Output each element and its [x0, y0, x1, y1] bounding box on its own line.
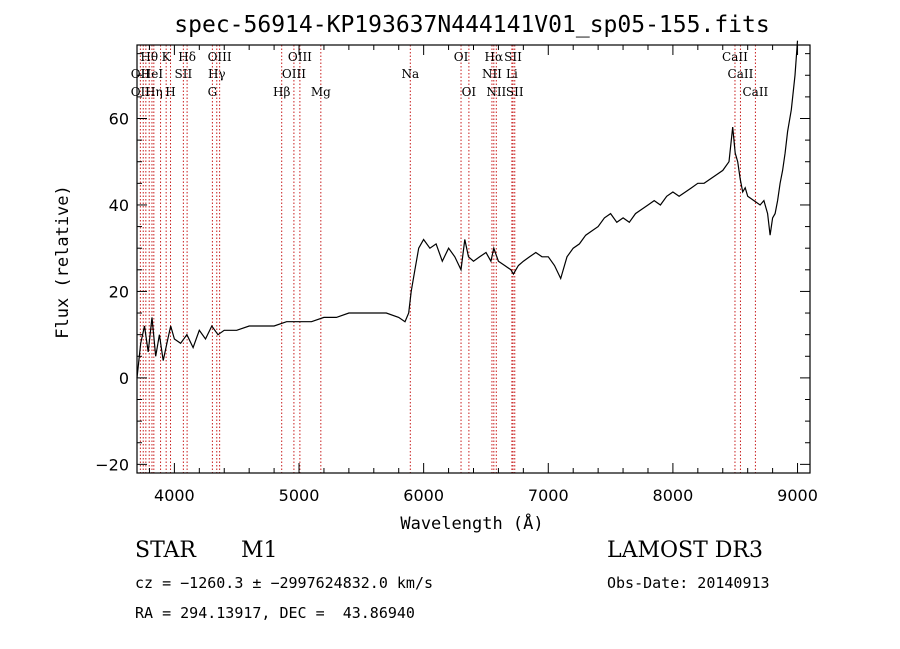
line-label: K [162, 50, 172, 64]
line-label: OII [131, 85, 151, 99]
observation-date: Obs-Date: 20140913 [607, 574, 770, 592]
line-label: OI [454, 50, 469, 64]
axes [136, 44, 811, 474]
line-label: G [208, 85, 218, 99]
line-label: OII [131, 67, 151, 81]
line-label: Hη [145, 85, 163, 99]
redshift-readout: cz = −1260.3 ± −2997624832.0 km/s [135, 574, 434, 592]
line-label: NII [482, 67, 502, 81]
x-axis-label: Wavelength (Å) [400, 512, 543, 534]
object-subclass: M1 [241, 538, 278, 563]
line-label: SII [506, 85, 524, 99]
line-label: SII [504, 50, 522, 64]
x-tick-label: 5000 [279, 486, 320, 505]
survey-name: LAMOST DR3 [607, 538, 763, 563]
y-axis-ticks: −20 0 20 40 60 [95, 53, 810, 474]
line-label: CaII [728, 67, 754, 81]
line-label: Hθ [140, 50, 158, 64]
line-label: CaII [742, 85, 768, 99]
plot-frame [136, 44, 811, 474]
x-tick-label: 6000 [403, 486, 444, 505]
object-class: STAR [135, 538, 196, 563]
line-label: Hβ [273, 85, 290, 99]
y-tick-label: 0 [119, 369, 129, 388]
line-label: Hδ [178, 50, 196, 64]
line-label: CaII [722, 50, 748, 64]
line-label: OIII [282, 67, 306, 81]
line-label: Hα [485, 50, 504, 64]
line-label: OI [462, 85, 477, 99]
line-label: SII [175, 67, 193, 81]
line-label: OIII [208, 50, 232, 64]
emission-line-markers [139, 45, 756, 473]
line-label: Mg [311, 85, 331, 99]
x-tick-label: 4000 [154, 486, 195, 505]
line-label: HeI [141, 67, 164, 81]
y-axis-label: Flux (relative) [53, 185, 73, 339]
line-label: Hγ [208, 67, 226, 81]
line-label: OIII [288, 50, 312, 64]
x-tick-label: 9000 [777, 486, 818, 505]
line-label: Li [506, 67, 518, 81]
y-tick-label: 60 [109, 109, 129, 128]
x-tick-label: 7000 [528, 486, 569, 505]
line-label: NII [486, 85, 506, 99]
line-label: Na [401, 67, 419, 81]
y-tick-label: 40 [109, 196, 129, 215]
x-axis-ticks: 4000 5000 6000 7000 8000 9000 [148, 45, 818, 505]
x-tick-label: 8000 [653, 486, 694, 505]
line-label: H [165, 85, 175, 99]
y-tick-label: −20 [95, 455, 129, 474]
coordinates-readout: RA = 294.13917, DEC = 43.86940 [135, 604, 415, 622]
chart-title: spec-56914-KP193637N444141V01_sp05-155.f… [174, 12, 769, 38]
y-tick-label: 20 [109, 282, 129, 301]
flux-series-line [136, 40, 799, 378]
